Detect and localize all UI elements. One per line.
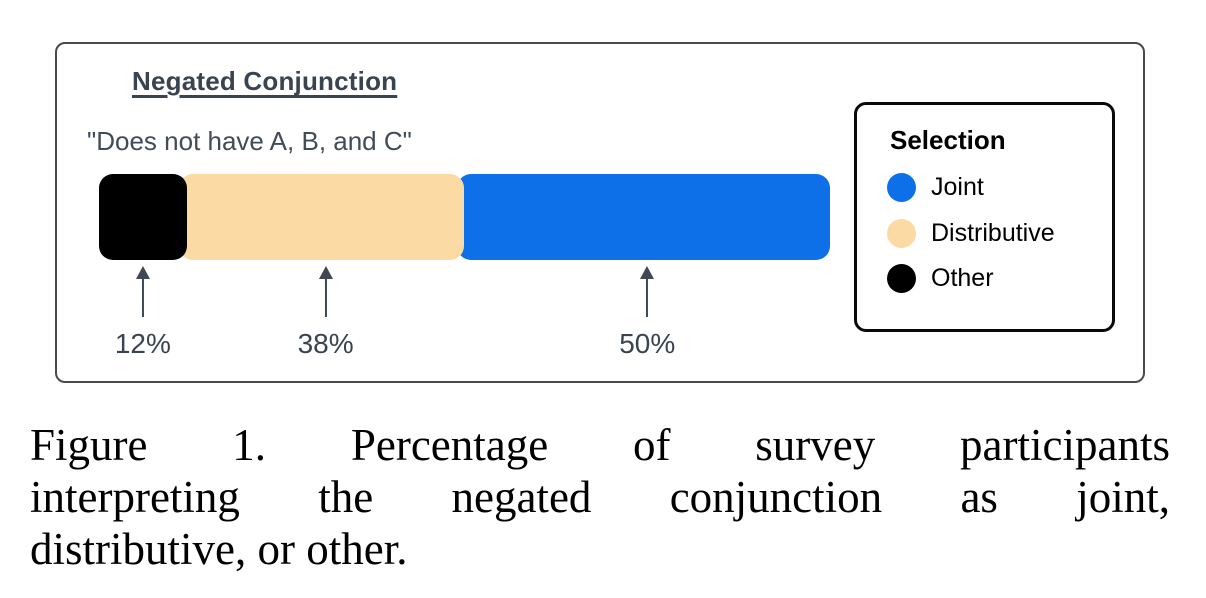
annotation-other: 12% bbox=[115, 266, 171, 360]
legend: Selection Joint Distributive Other bbox=[854, 102, 1115, 332]
figure-subtitle: "Does not have A, B, and C" bbox=[87, 126, 412, 156]
bar-segment-joint bbox=[456, 174, 830, 260]
arrow-shaft bbox=[141, 279, 144, 317]
legend-item-distributive: Distributive bbox=[887, 217, 1055, 249]
bar-segment-other bbox=[99, 174, 187, 260]
figure-title: Negated Conjunction bbox=[132, 66, 398, 96]
caption-line-2: interpreting the negated conjunction as … bbox=[30, 472, 1170, 522]
arrow-up-icon bbox=[318, 266, 333, 279]
arrow-shaft bbox=[646, 279, 649, 317]
legend-swatch-other-icon bbox=[887, 263, 916, 293]
legend-label-distributive: Distributive bbox=[931, 218, 1055, 247]
legend-item-other: Other bbox=[887, 262, 994, 294]
bar-segment-distributive bbox=[178, 174, 465, 260]
arrow-up-icon bbox=[640, 266, 655, 279]
stacked-bar: 12% 38% 50% bbox=[99, 174, 830, 359]
arrow-shaft bbox=[324, 279, 327, 317]
legend-label-other: Other bbox=[931, 263, 994, 292]
percent-label-distributive: 38% bbox=[297, 328, 354, 359]
legend-label-joint: Joint bbox=[931, 172, 984, 201]
figure-panel: Negated Conjunction "Does not have A, B,… bbox=[55, 42, 1145, 383]
caption-line-3: distributive, or other. bbox=[30, 524, 408, 574]
annotation-joint: 50% bbox=[619, 266, 675, 360]
arrow-up-icon bbox=[135, 266, 150, 279]
legend-swatch-distributive-icon bbox=[887, 218, 916, 248]
legend-item-joint: Joint bbox=[887, 171, 984, 203]
legend-swatch-joint-icon bbox=[887, 172, 916, 202]
figure-caption: Figure 1. Percentage of survey participa… bbox=[30, 419, 1170, 575]
annotation-distributive: 38% bbox=[298, 266, 354, 360]
percent-label-other: 12% bbox=[114, 328, 171, 359]
legend-title: Selection bbox=[890, 125, 1006, 155]
caption-line-1: Figure 1. Percentage of survey participa… bbox=[30, 420, 1170, 470]
percent-label-joint: 50% bbox=[619, 328, 676, 359]
